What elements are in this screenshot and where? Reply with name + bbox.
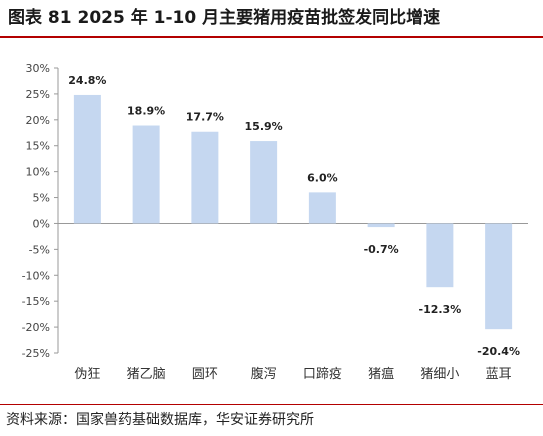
data-label-group: 24.8% 18.9% 17.7% 15.9% 6.0% -0.7% -12.3% -20.4… <box>68 74 520 358</box>
data-label: -12.3% <box>419 303 462 316</box>
y-tick-label: 20% <box>26 114 50 127</box>
bar <box>250 141 278 224</box>
y-tick-label: -15% <box>22 295 50 308</box>
data-label: 18.9% <box>127 105 165 118</box>
bar <box>132 125 160 224</box>
data-label: 24.8% <box>68 74 106 87</box>
bar <box>485 223 513 330</box>
y-tick-label: -5% <box>29 243 50 256</box>
y-tick-label: 15% <box>26 140 50 153</box>
bar <box>367 223 395 228</box>
data-label: -0.7% <box>364 243 399 256</box>
source-divider <box>0 404 543 405</box>
y-tick-label: -25% <box>22 347 50 360</box>
category-label: 伪狂 <box>74 367 100 382</box>
category-label: 猪乙脑 <box>127 367 166 382</box>
category-label: 猪细小 <box>420 367 459 382</box>
data-label: -20.4% <box>477 345 520 358</box>
category-label: 猪瘟 <box>368 366 394 382</box>
category-label: 蓝耳 <box>486 367 512 382</box>
category-label-group: 伪狂 猪乙脑 圆环 腹泻 口蹄疫 猪瘟 猪细小 蓝耳 <box>74 366 511 382</box>
title-divider <box>0 36 543 38</box>
category-label: 口蹄疫 <box>303 366 342 382</box>
category-label: 圆环 <box>192 367 218 382</box>
category-label: 腹泻 <box>251 366 277 382</box>
y-tick-label: -20% <box>22 321 50 334</box>
y-tick-label: 25% <box>26 88 50 101</box>
source-note: 资料来源：国家兽药基础数据库，华安证券研究所 <box>6 412 314 428</box>
bar <box>73 94 101 224</box>
y-tick-label: 10% <box>26 166 50 179</box>
y-tick-label: 0% <box>33 217 50 230</box>
data-label: 17.7% <box>186 111 224 124</box>
data-label: 15.9% <box>245 120 283 133</box>
chart-title: 图表 81 2025 年 1-10 月主要猪用疫苗批签发同比增速 <box>8 8 441 28</box>
y-tick-label: 5% <box>33 192 50 205</box>
bar <box>426 223 454 288</box>
bar <box>191 131 219 224</box>
bar <box>308 192 336 224</box>
bar-chart: 30% 25% 20% 15% 10% 5% 0% -5% -10% -15% -20% -25% 2… <box>22 62 528 382</box>
bar-group <box>73 94 513 330</box>
data-label: 6.0% <box>307 171 338 184</box>
y-tick-label: 30% <box>26 62 50 75</box>
y-tick-label: -10% <box>22 269 50 282</box>
